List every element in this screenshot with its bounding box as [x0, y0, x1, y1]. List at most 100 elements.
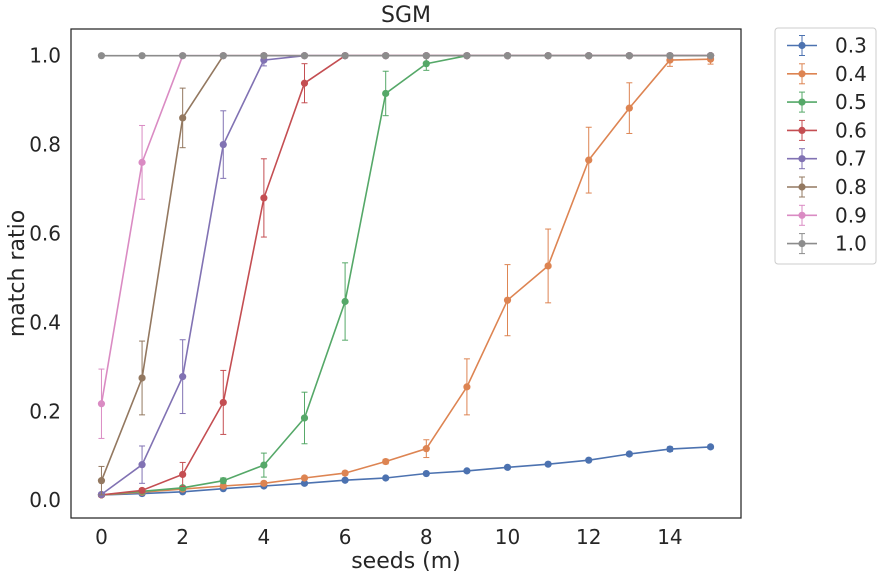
y-tick-label: 0.6 — [29, 221, 61, 245]
data-point — [219, 52, 227, 60]
data-point — [422, 60, 430, 68]
data-point — [300, 52, 309, 60]
data-point — [138, 374, 146, 382]
data-point — [503, 52, 512, 60]
plot-area — [70, 28, 742, 519]
data-point — [138, 461, 146, 469]
data-point — [300, 414, 309, 422]
x-tick-label: 2 — [176, 525, 189, 549]
chart-title: SGM — [381, 3, 431, 28]
legend-marker — [798, 41, 806, 50]
data-point — [219, 398, 227, 407]
data-point — [260, 194, 268, 202]
legend-label: 0.6 — [835, 118, 867, 142]
legend-entry: 0.3 — [787, 34, 867, 58]
data-point — [463, 467, 471, 475]
data-point — [422, 469, 430, 478]
x-tick-label: 8 — [420, 525, 433, 549]
data-point — [300, 479, 309, 487]
legend-entry: 0.4 — [787, 62, 867, 86]
data-point — [544, 52, 552, 60]
data-point — [219, 477, 227, 485]
series-line — [100, 54, 711, 481]
data-point — [179, 52, 187, 60]
x-tick-label: 0 — [95, 525, 108, 549]
legend-marker — [798, 240, 806, 248]
legend-label: 0.5 — [835, 90, 867, 114]
data-point — [300, 79, 309, 87]
data-point — [625, 450, 633, 458]
data-point — [625, 104, 633, 112]
series-line — [101, 446, 711, 496]
legend-label: 0.8 — [835, 175, 867, 199]
legend-entry: 0.7 — [787, 147, 867, 171]
y-tick-label: 1.0 — [29, 44, 61, 68]
data-point — [625, 52, 633, 60]
y-tick-label: 0.8 — [29, 133, 61, 157]
legend-marker — [798, 98, 806, 106]
y-tick-label: 0.2 — [29, 399, 61, 423]
data-point — [382, 474, 390, 482]
y-tick-label: 0.0 — [29, 488, 61, 512]
data-point — [544, 460, 552, 468]
data-point — [382, 89, 390, 98]
x-tick-label: 12 — [576, 525, 601, 549]
legend-label: 0.4 — [835, 62, 867, 86]
data-point — [503, 296, 512, 304]
data-point — [341, 469, 349, 477]
data-point — [585, 456, 593, 464]
legend-label: 0.9 — [835, 203, 867, 227]
data-point — [666, 52, 674, 60]
data-point — [219, 140, 227, 149]
data-point — [422, 52, 430, 60]
y-axis-label: match ratio — [5, 210, 30, 337]
data-point — [219, 482, 227, 490]
series-line — [100, 54, 711, 404]
x-axis-label: seeds (m) — [351, 549, 461, 574]
legend-label: 0.7 — [835, 147, 867, 171]
series-layer — [97, 52, 715, 499]
data-point — [97, 52, 106, 60]
legend-marker — [798, 211, 806, 219]
data-point — [138, 158, 146, 166]
data-point — [179, 114, 187, 122]
legend-label: 1.0 — [835, 232, 867, 256]
data-point — [422, 445, 430, 453]
y-axis: 0.0 0.2 0.4 0.6 0.8 1.0 — [29, 44, 61, 513]
data-point — [97, 400, 106, 408]
data-point — [138, 52, 146, 60]
data-point — [706, 52, 715, 60]
data-point — [260, 479, 268, 487]
legend-entry: 0.5 — [787, 90, 867, 114]
data-point — [544, 262, 552, 270]
data-point — [97, 477, 106, 485]
legend-entry: 0.9 — [787, 203, 867, 227]
legend-marker — [798, 70, 806, 78]
data-point — [585, 52, 593, 60]
data-point — [382, 52, 390, 60]
legend-entry: 0.8 — [787, 175, 867, 199]
data-point — [179, 470, 187, 479]
data-point — [503, 463, 512, 471]
legend: 0.3 0.4 0.5 0.6 0.7 0.8 0.9 1.0 — [774, 27, 877, 265]
legend-marker — [798, 183, 806, 191]
data-point — [260, 52, 268, 60]
x-tick-label: 6 — [339, 525, 352, 549]
series-0.9 — [97, 52, 715, 439]
data-point — [179, 373, 187, 381]
y-tick-label: 0.4 — [29, 310, 61, 334]
series-line — [101, 58, 711, 496]
data-point — [341, 297, 349, 306]
data-point — [463, 52, 471, 60]
data-point — [706, 443, 715, 451]
data-point — [341, 52, 349, 60]
series-1.0 — [97, 52, 715, 60]
legend-entry: 0.6 — [787, 118, 867, 142]
data-point — [382, 457, 390, 466]
legend-entry: 1.0 — [787, 232, 867, 256]
x-tick-label: 14 — [657, 525, 682, 549]
data-point — [585, 156, 593, 164]
series-0.4 — [97, 53, 715, 499]
legend-label: 0.3 — [835, 34, 867, 58]
